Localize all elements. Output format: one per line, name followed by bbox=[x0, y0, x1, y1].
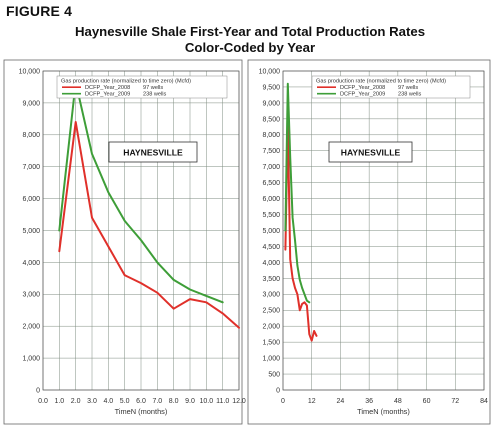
chart1-x-tick-label: 4.0 bbox=[103, 398, 113, 405]
chart1-legend-entry-name: DCFP_Year_2008 bbox=[85, 85, 130, 91]
chart1-legend-entry-name: DCFP_Year_2009 bbox=[85, 92, 130, 98]
chart2-series-line-2009 bbox=[284, 82, 311, 304]
chart1-x-tick-label: 7.0 bbox=[152, 398, 162, 405]
chart2-y-tick-label: 5,000 bbox=[262, 228, 280, 235]
chart1-y-tick-label: 1,000 bbox=[22, 356, 40, 363]
chart1-x-tick-label: 6.0 bbox=[136, 398, 146, 405]
chart1-x-tick-label: 11.0 bbox=[216, 398, 229, 405]
chart2-y-tick-label: 8,000 bbox=[262, 132, 280, 139]
chart2-y-tick-label: 9,000 bbox=[262, 100, 280, 107]
chart1-y-tick-label: 4,000 bbox=[22, 260, 40, 267]
chart1-x-tick-label: 12.0 bbox=[232, 398, 246, 405]
chart1-x-tick-label: 5.0 bbox=[120, 398, 130, 405]
chart1-y-tick-label: 9,000 bbox=[22, 100, 40, 107]
chart2-y-tick-label: 3,000 bbox=[262, 292, 280, 299]
chart1-series-line-2008 bbox=[58, 121, 240, 329]
chart1-legend-entry-count: 97 wells bbox=[143, 85, 163, 91]
chart2-legend-entry-count: 97 wells bbox=[398, 85, 418, 91]
chart2-x-axis-label: TimeN (months) bbox=[357, 407, 410, 416]
chart2-x-tick-label: 36 bbox=[365, 398, 373, 405]
chart2-x-tick-label: 60 bbox=[423, 398, 431, 405]
chart1-x-tick-label: 0.0 bbox=[38, 398, 48, 405]
chart2-plot-area bbox=[282, 70, 485, 391]
chart2-x-tick-label: 0 bbox=[281, 398, 285, 405]
chart2-outer-frame bbox=[247, 59, 491, 425]
chart1-x-tick-label: 10.0 bbox=[200, 398, 214, 405]
chart2-annotation-box bbox=[328, 141, 413, 163]
chart2-x-tick-label: 12 bbox=[308, 398, 316, 405]
chart2-y-tick-label: 4,000 bbox=[262, 260, 280, 267]
chart2-y-tick-label: 2,500 bbox=[262, 308, 280, 315]
chart2-y-tick-label: 8,500 bbox=[262, 116, 280, 123]
chart1-y-tick-label: 10,000 bbox=[19, 68, 41, 75]
chart2-series-line-2008 bbox=[284, 121, 318, 342]
chart2-y-tick-label: 7,500 bbox=[262, 148, 280, 155]
chart1-outer-frame bbox=[3, 59, 243, 425]
chart1-x-axis-label: TimeN (months) bbox=[115, 407, 168, 416]
chart-title-line-1: Haynesville Shale First-Year and Total P… bbox=[74, 24, 426, 39]
chart2-y-tick-label: 7,000 bbox=[262, 164, 280, 171]
chart2-y-tick-label: 6,500 bbox=[262, 180, 280, 187]
chart2-annotation-label: HAYNESVILLE bbox=[341, 148, 401, 158]
figure-label: FIGURE 4 bbox=[6, 3, 73, 19]
chart1-annotation-box bbox=[108, 141, 198, 163]
chart1-x-tick-label: 8.0 bbox=[169, 398, 179, 405]
chart2-y-tick-label: 3,500 bbox=[262, 276, 280, 283]
chart2-y-tick-label: 4,500 bbox=[262, 244, 280, 251]
chart1-y-tick-label: 3,000 bbox=[22, 292, 40, 299]
chart1-x-tick-label: 1.0 bbox=[54, 398, 64, 405]
chart2-y-tick-label: 6,000 bbox=[262, 196, 280, 203]
chart2-y-tick-label: 1,000 bbox=[262, 356, 280, 363]
chart2-legend-title: Gas production rate (normalized to time … bbox=[316, 79, 446, 85]
chart-title-line-2: Color-Coded by Year bbox=[184, 40, 316, 55]
chart1-legend-entry-count: 238 wells bbox=[143, 92, 167, 98]
chart1-plot-area bbox=[42, 70, 240, 391]
chart1-y-tick-label: 0 bbox=[36, 387, 40, 394]
chart2-y-tick-label: 500 bbox=[268, 371, 280, 378]
chart1-y-tick-label: 6,000 bbox=[22, 196, 40, 203]
chart1-y-tick-label: 2,000 bbox=[22, 324, 40, 331]
chart1-x-tick-label: 9.0 bbox=[185, 398, 195, 405]
chart1-legend-box bbox=[56, 75, 228, 99]
chart1-y-tick-label: 5,000 bbox=[22, 228, 40, 235]
chart2-y-tick-label: 1,500 bbox=[262, 340, 280, 347]
chart2-legend-entry-name: DCFP_Year_2008 bbox=[340, 85, 385, 91]
chart2-y-tick-label: 5,500 bbox=[262, 212, 280, 219]
chart2-y-tick-label: 10,000 bbox=[259, 68, 281, 75]
chart2-y-tick-label: 9,500 bbox=[262, 84, 280, 91]
chart2-x-tick-label: 24 bbox=[337, 398, 345, 405]
chart2-x-tick-label: 48 bbox=[394, 398, 402, 405]
chart1-y-tick-label: 7,000 bbox=[22, 164, 40, 171]
chart1-y-tick-label: 8,000 bbox=[22, 132, 40, 139]
chart2-x-tick-label: 72 bbox=[451, 398, 459, 405]
chart1-series-line-2009 bbox=[58, 81, 224, 304]
chart1-legend-title: Gas production rate (normalized to time … bbox=[61, 79, 191, 85]
chart2-y-tick-label: 0 bbox=[276, 387, 280, 394]
chart2-y-tick-label: 2,000 bbox=[262, 324, 280, 331]
chart2-legend-entry-count: 238 wells bbox=[398, 92, 422, 98]
chart1-annotation-label: HAYNESVILLE bbox=[123, 148, 183, 158]
chart2-legend-box bbox=[311, 75, 471, 99]
chart2-legend-entry-name: DCFP_Year_2009 bbox=[340, 92, 385, 98]
chart1-x-tick-label: 2.0 bbox=[71, 398, 81, 405]
chart2-x-tick-label: 84 bbox=[480, 398, 488, 405]
chart1-x-tick-label: 3.0 bbox=[87, 398, 97, 405]
